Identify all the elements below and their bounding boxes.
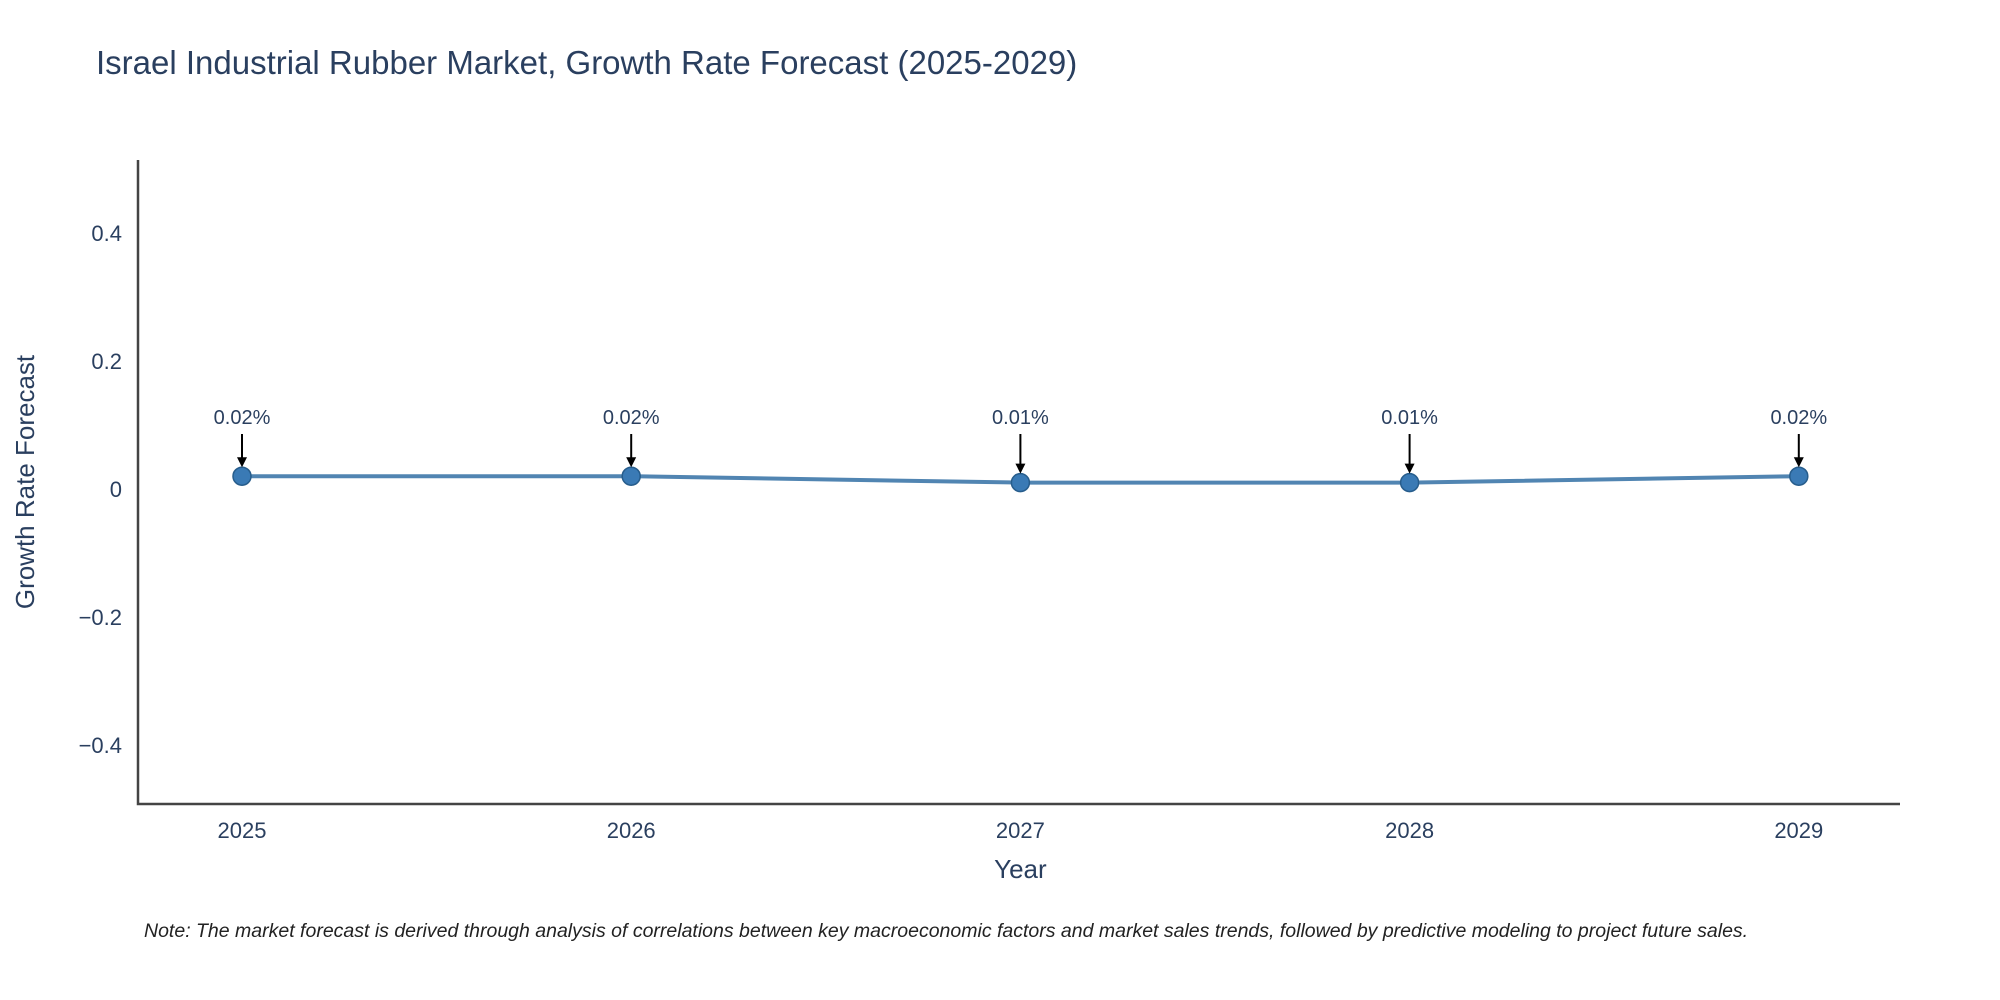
data-point-2025: [232, 466, 252, 486]
x-tick-label: 2025: [218, 818, 267, 843]
annotation-arrowhead-icon: [626, 457, 637, 468]
annotation-arrowhead-icon: [1015, 463, 1026, 474]
chart-title: Israel Industrial Rubber Market, Growth …: [96, 44, 1078, 81]
data-point-2026: [621, 466, 641, 486]
axis-lines: [136, 160, 1900, 806]
data-point-2029: [1789, 466, 1809, 486]
x-tick-label: 2027: [996, 818, 1045, 843]
annotation-label: 0.02%: [1770, 407, 1827, 429]
annotation-label: 0.02%: [214, 407, 271, 429]
x-tick-label: 2029: [1774, 818, 1823, 843]
y-axis-title: Growth Rate Forecast: [10, 354, 40, 609]
chart-footnote: Note: The market forecast is derived thr…: [144, 920, 1749, 942]
y-tick-label: 0: [110, 477, 122, 502]
data-point-2027: [1010, 472, 1031, 493]
annotation-arrowhead-icon: [1404, 463, 1415, 474]
y-tick-label: 0.4: [91, 221, 122, 246]
annotation-label: 0.01%: [992, 407, 1049, 429]
y-tick-label: −0.4: [79, 733, 122, 758]
annotation-arrowhead-icon: [1793, 457, 1804, 468]
x-tick-label: 2026: [607, 818, 656, 843]
data-point-2028: [1399, 472, 1420, 493]
annotation-arrowhead-icon: [237, 457, 247, 468]
y-tick-label: 0.2: [91, 349, 122, 374]
x-tick-label: 2028: [1385, 818, 1434, 843]
annotation-label: 0.02%: [603, 407, 660, 429]
y-tick-label: −0.2: [79, 605, 122, 630]
x-axis-title: Year: [994, 854, 1047, 884]
annotation-label: 0.01%: [1381, 407, 1438, 429]
